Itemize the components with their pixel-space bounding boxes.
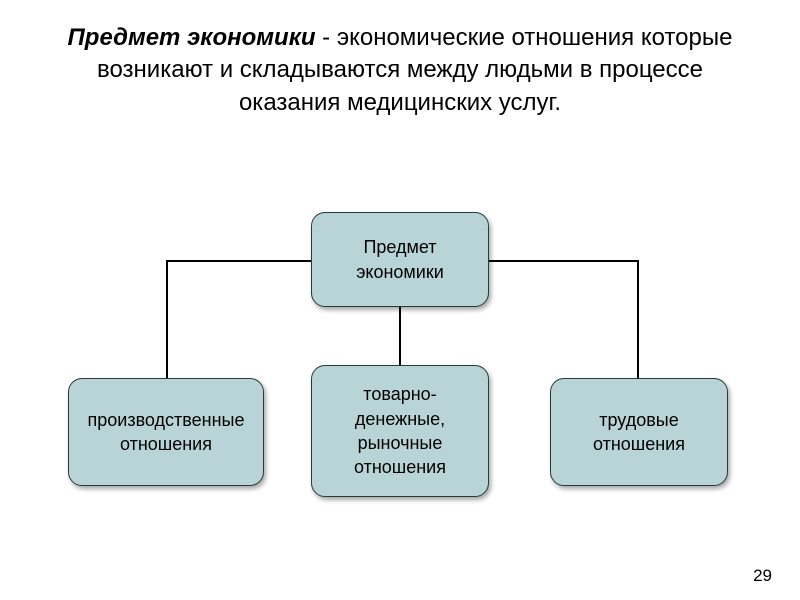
text-line: отношения: [354, 457, 446, 477]
root-node-label: Предмет экономики: [356, 235, 444, 284]
connector: [489, 260, 639, 262]
child-production-relations: производственные отношения: [68, 378, 264, 486]
connector: [399, 307, 401, 365]
text-line: экономики: [356, 262, 444, 282]
connector: [637, 260, 639, 378]
text-line: товарно-: [363, 384, 436, 404]
text-line: отношения: [120, 434, 212, 454]
root-node-subject-of-economics: Предмет экономики: [311, 212, 489, 307]
child-market-relations: товарно- денежные, рыночные отношения: [311, 365, 489, 497]
child-labor-relations: трудовые отношения: [550, 378, 728, 486]
text-line: производственные: [88, 410, 245, 430]
slide: Предмет экономики - экономические отноше…: [0, 0, 800, 600]
connector: [166, 260, 168, 378]
child-node-label: трудовые отношения: [593, 408, 685, 457]
heading-term: Предмет экономики: [68, 24, 316, 51]
text-line: отношения: [593, 434, 685, 454]
child-node-label: производственные отношения: [88, 408, 245, 457]
slide-heading: Предмет экономики - экономические отноше…: [50, 22, 750, 119]
connector: [166, 260, 311, 262]
text-line: денежные,: [355, 409, 445, 429]
child-node-label: товарно- денежные, рыночные отношения: [354, 382, 446, 479]
text-line: Предмет: [363, 237, 436, 257]
page-number: 29: [753, 566, 772, 586]
text-line: трудовые: [599, 410, 678, 430]
text-line: рыночные: [358, 433, 443, 453]
